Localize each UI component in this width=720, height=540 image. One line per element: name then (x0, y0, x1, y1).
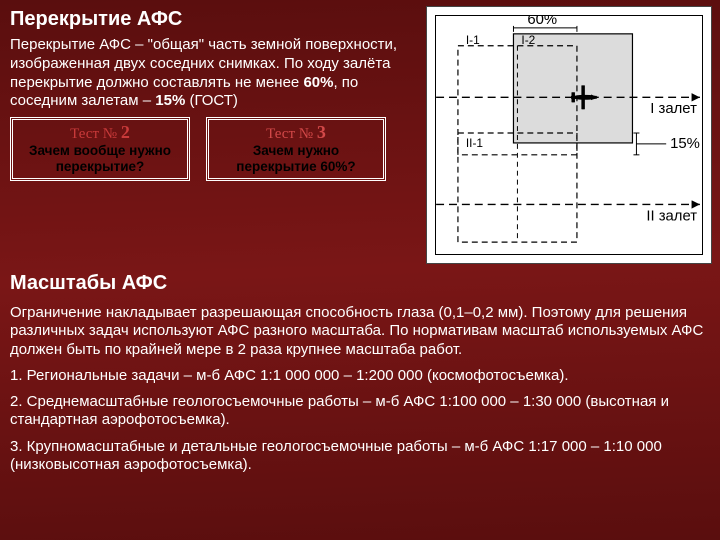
label-60: 60% (527, 16, 557, 28)
test3-label: Тест № (266, 126, 317, 142)
test2-title: Тест № 2 (19, 122, 181, 143)
section2-p1: Ограничение накладывает разрешающая спос… (10, 304, 710, 359)
label-flight1: I залет (650, 101, 697, 117)
tests-row: Тест № 2 Зачем вообще нужно перекрытие? … (10, 117, 414, 181)
label-i1: I-1 (466, 33, 480, 47)
label-ii1: II-1 (466, 136, 484, 150)
section2-p2: 1. Региональные задачи – м-б АФС 1:1 000… (10, 367, 710, 385)
diagram-inner: 60% 15% I-1 I-2 II-1 I залет II залет (435, 15, 703, 255)
label-15: 15% (670, 136, 700, 152)
section-overlap: Перекрытие АФС Перекрытие АФС – "общая" … (0, 0, 424, 185)
frame-i2 (513, 34, 632, 143)
section2-title: Масштабы АФС (10, 272, 710, 294)
section1-paragraph: Перекрытие АФС – "общая" часть земной по… (10, 36, 414, 111)
test-box-2: Тест № 2 Зачем вообще нужно перекрытие? (10, 117, 190, 181)
test3-title: Тест № 3 (215, 122, 377, 143)
section2-p3: 2. Среднемасштабные геологосъемочные раб… (10, 393, 710, 430)
slide: Перекрытие АФС Перекрытие АФС – "общая" … (0, 0, 720, 540)
test2-label: Тест № (70, 126, 121, 142)
label-i2: I-2 (521, 33, 535, 47)
test3-question: Зачем нужно перекрытие 60%? (215, 143, 377, 174)
section-scales: Масштабы АФС Ограничение накладывает раз… (0, 266, 720, 482)
test-box-3: Тест № 3 Зачем нужно перекрытие 60%? (206, 117, 386, 181)
test2-question: Зачем вообще нужно перекрытие? (19, 143, 181, 174)
section1-title: Перекрытие АФС (10, 8, 414, 30)
test2-num: 2 (121, 122, 130, 142)
section2-p4: 3. Крупномасштабные и детальные геологос… (10, 438, 710, 475)
label-flight2: II залет (646, 208, 697, 224)
test3-num: 3 (317, 122, 326, 142)
diagram-svg: 60% 15% I-1 I-2 II-1 I залет II залет (436, 16, 702, 254)
overlap-diagram: 60% 15% I-1 I-2 II-1 I залет II залет (426, 6, 712, 264)
